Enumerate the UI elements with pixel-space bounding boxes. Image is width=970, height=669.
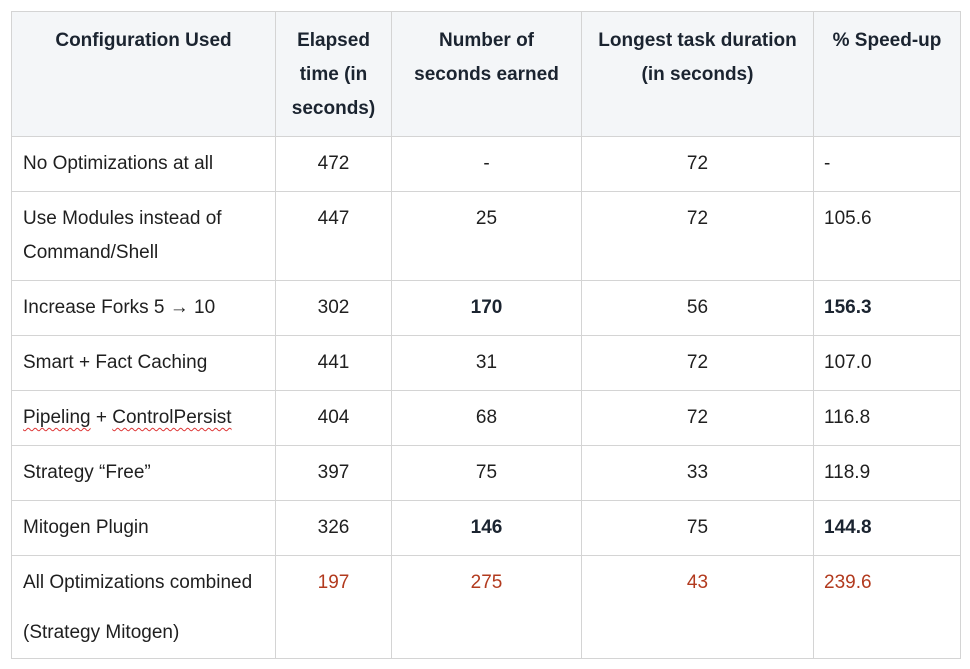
- table-row: No Optimizations at all 472 - 72 -: [11, 136, 961, 192]
- cell-config: Strategy “Free”: [11, 445, 276, 501]
- header-configuration: Configuration Used: [11, 11, 276, 137]
- cell-speedup: 118.9: [813, 445, 961, 501]
- cell-elapsed: 472: [275, 136, 392, 192]
- cell-speedup: -: [813, 136, 961, 192]
- cell-elapsed: 397: [275, 445, 392, 501]
- cell-earned: 25: [391, 191, 582, 281]
- cell-speedup: 144.8: [813, 500, 961, 556]
- cell-earned: 146: [391, 500, 582, 556]
- cell-speedup: 107.0: [813, 335, 961, 391]
- table-row: Pipeling + ControlPersist 404 68 72 116.…: [11, 390, 961, 446]
- cell-earned: 31: [391, 335, 582, 391]
- cell-longest: 33: [581, 445, 814, 501]
- table-row: Mitogen Plugin 326 146 75 144.8: [11, 500, 961, 556]
- cell-config: Increase Forks 5 → 10: [11, 280, 276, 336]
- cell-elapsed: 441: [275, 335, 392, 391]
- cell-longest: 43: [581, 555, 814, 659]
- cell-elapsed: 404: [275, 390, 392, 446]
- table-row: Increase Forks 5 → 10 302 170 56 156.3: [11, 280, 961, 336]
- cell-elapsed: 447: [275, 191, 392, 281]
- cell-speedup: 116.8: [813, 390, 961, 446]
- table-header-row: Configuration Used Elapsed time (in seco…: [11, 11, 961, 137]
- cell-longest: 56: [581, 280, 814, 336]
- header-elapsed-time: Elapsed time (in seconds): [275, 11, 392, 137]
- cell-elapsed: 197: [275, 555, 392, 659]
- cell-longest: 72: [581, 335, 814, 391]
- cell-earned: -: [391, 136, 582, 192]
- spellcheck-word: ControlPersist: [112, 407, 232, 428]
- cell-longest: 72: [581, 191, 814, 281]
- cell-earned: 275: [391, 555, 582, 659]
- table-row: Strategy “Free” 397 75 33 118.9: [11, 445, 961, 501]
- cell-config: No Optimizations at all: [11, 136, 276, 192]
- cell-earned: 170: [391, 280, 582, 336]
- cell-config: Pipeling + ControlPersist: [11, 390, 276, 446]
- cell-config: Mitogen Plugin: [11, 500, 276, 556]
- config-separator: +: [90, 407, 113, 428]
- cell-elapsed: 302: [275, 280, 392, 336]
- cell-longest: 72: [581, 136, 814, 192]
- config-line: All Optimizations combined: [23, 572, 253, 593]
- spellcheck-word: Pipeling: [23, 407, 91, 428]
- cell-config: All Optimizations combined (Strategy Mit…: [11, 555, 276, 659]
- header-seconds-earned: Number of seconds earned: [391, 11, 582, 137]
- config-line: (Strategy Mitogen): [23, 622, 180, 643]
- cell-longest: 72: [581, 390, 814, 446]
- cell-config: Use Modules instead of Command/Shell: [11, 191, 276, 281]
- table-row: Use Modules instead of Command/Shell 447…: [11, 191, 961, 281]
- table-row: All Optimizations combined (Strategy Mit…: [11, 555, 961, 659]
- cell-longest: 75: [581, 500, 814, 556]
- cell-earned: 68: [391, 390, 582, 446]
- cell-elapsed: 326: [275, 500, 392, 556]
- cell-earned: 75: [391, 445, 582, 501]
- optimization-results-table: Configuration Used Elapsed time (in seco…: [11, 11, 961, 659]
- table-row: Smart + Fact Caching 441 31 72 107.0: [11, 335, 961, 391]
- header-longest-task: Longest task duration (in seconds): [581, 11, 814, 137]
- cell-speedup: 239.6: [813, 555, 961, 659]
- cell-speedup: 105.6: [813, 191, 961, 281]
- cell-speedup: 156.3: [813, 280, 961, 336]
- header-speed-up: % Speed-up: [813, 11, 961, 137]
- cell-config: Smart + Fact Caching: [11, 335, 276, 391]
